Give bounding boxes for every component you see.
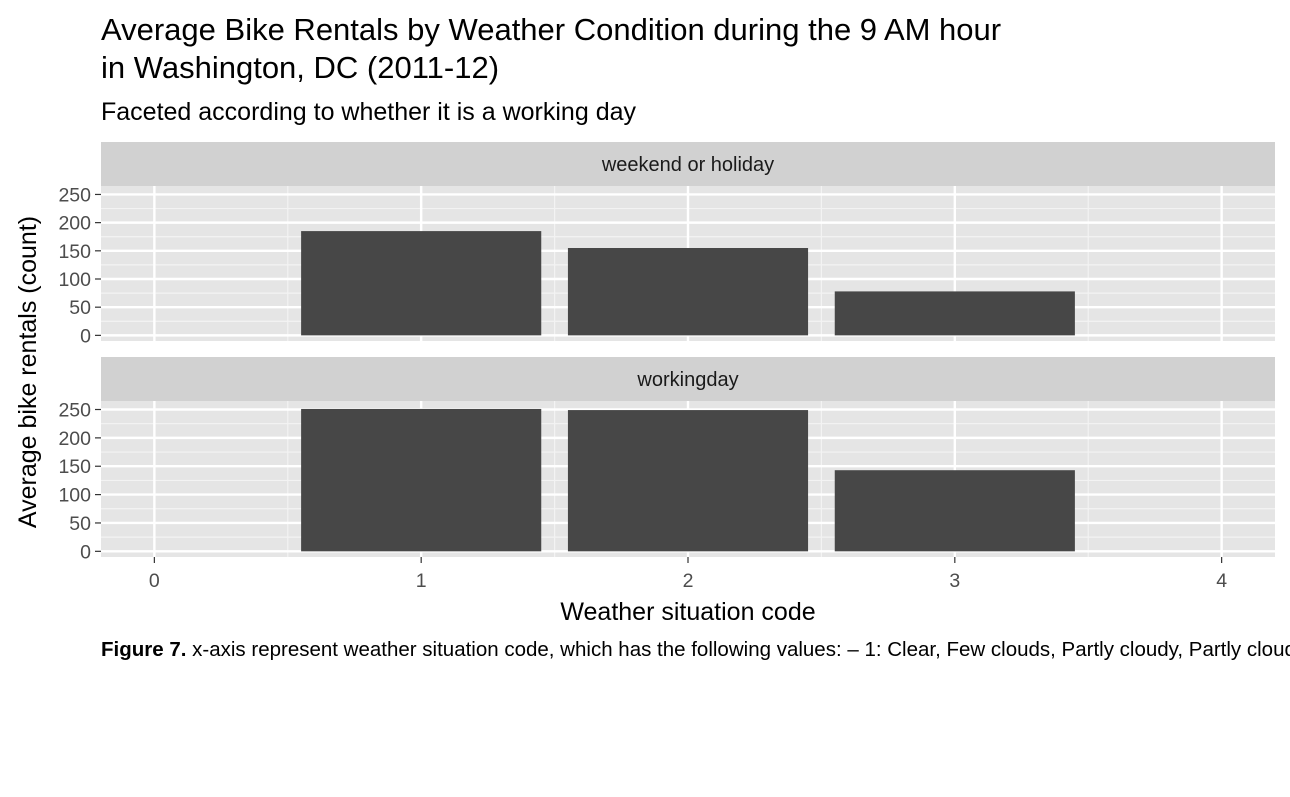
y-tick-label: 50 (69, 297, 91, 319)
bar (301, 231, 542, 336)
figure-caption: Figure 7. x-axis represent weather situa… (101, 638, 1290, 662)
facet-panel: weekend or holiday 0 50 100 150 200 250 (58, 142, 1275, 347)
x-tick-label: 3 (949, 570, 960, 592)
facet-strip-label: weekend or holiday (601, 154, 774, 176)
bar-chart: Average Bike Rentals by Weather Conditio… (14, 12, 1275, 626)
bar (301, 408, 542, 552)
figure-caption-label: Figure 7. (101, 638, 187, 661)
x-tick-label: 4 (1216, 570, 1227, 592)
bar (834, 470, 1075, 552)
y-tick-label: 50 (69, 513, 91, 535)
bar (834, 291, 1075, 336)
y-tick-label: 200 (58, 428, 91, 450)
y-tick-label: 250 (58, 184, 91, 206)
x-axis-label: Weather situation code (560, 598, 815, 626)
chart-title-line-2: in Washington, DC (2011-12) (101, 50, 499, 85)
y-tick-label: 100 (58, 485, 91, 507)
facet-panel: workingday 0 50 100 150 200 250 (58, 357, 1275, 563)
x-tick-label: 2 (683, 570, 694, 592)
bar (567, 248, 809, 336)
x-tick-label: 0 (149, 570, 160, 592)
y-tick-label: 200 (58, 213, 91, 235)
figure-caption-text: x-axis represent weather situation code,… (186, 638, 1290, 661)
y-tick-label: 150 (58, 456, 91, 478)
chart-subtitle: Faceted according to whether it is a wor… (101, 98, 636, 126)
y-tick-label: 0 (80, 541, 91, 563)
y-axis-label: Average bike rentals (count) (14, 216, 42, 528)
facet-strip (101, 142, 1275, 186)
x-tick-label: 1 (416, 570, 427, 592)
facet-strip-label: workingday (636, 369, 738, 391)
y-tick-label: 0 (80, 325, 91, 347)
y-tick-label: 150 (58, 241, 91, 263)
y-tick-label: 100 (58, 269, 91, 291)
bar (567, 410, 809, 552)
y-tick-label: 250 (58, 400, 91, 422)
facet-strip (101, 357, 1275, 401)
chart-title-line-1: Average Bike Rentals by Weather Conditio… (101, 12, 1001, 47)
